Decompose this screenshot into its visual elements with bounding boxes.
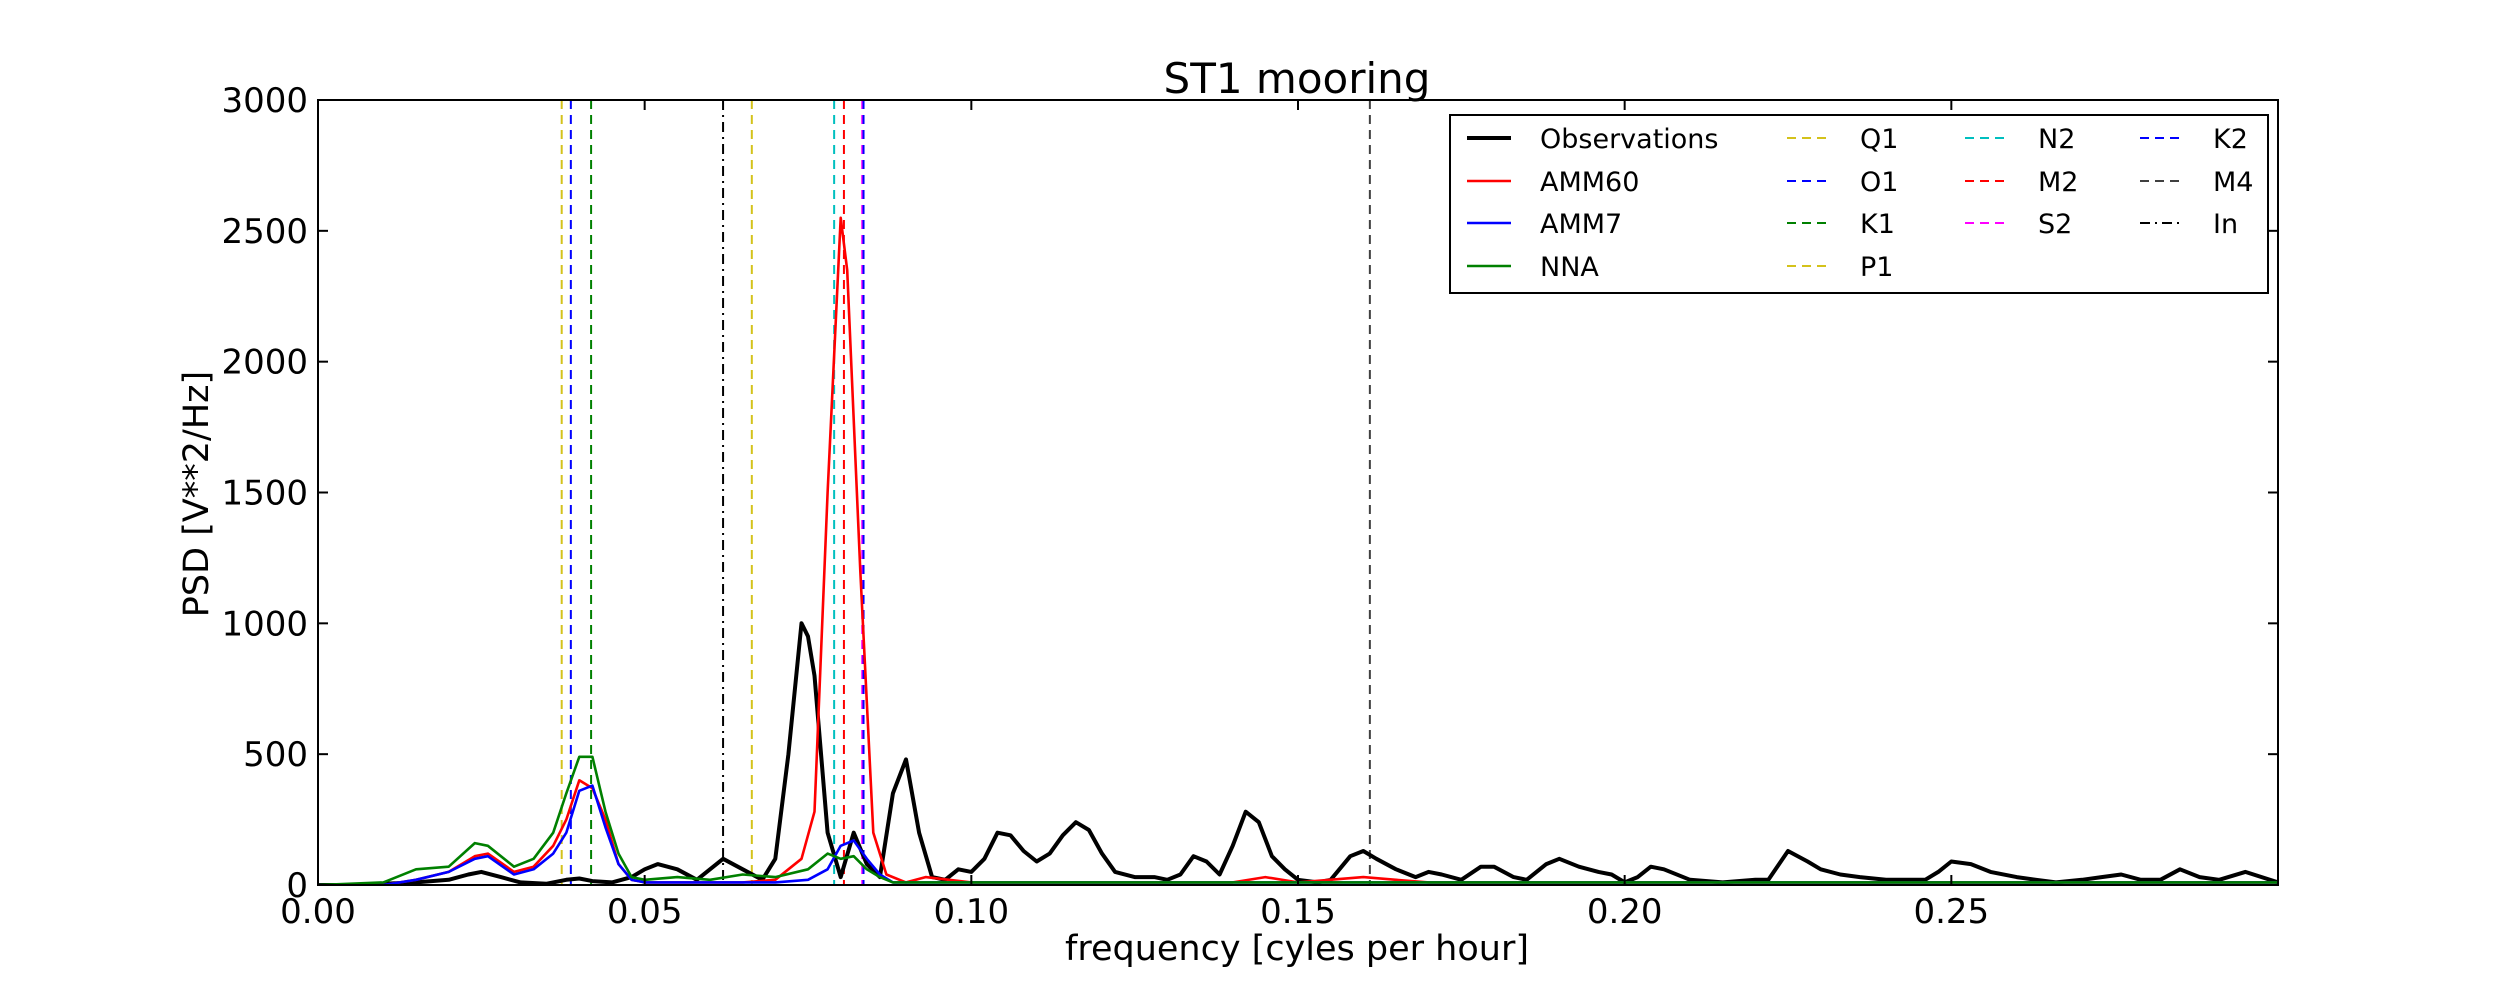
legend-label-nna: NNA <box>1540 252 1599 283</box>
series-line-nna <box>318 755 2278 885</box>
y-tick-label: 2000 <box>221 343 308 383</box>
y-tick-label: 500 <box>243 735 308 775</box>
legend-label-s2: S2 <box>2038 209 2072 240</box>
series-lines <box>318 216 2278 885</box>
axis-ticks: 0.00 0.05 0.10 0.15 0.20 0.25 0 500 1000 1500 2000… <box>221 81 2278 932</box>
series-line-amm60 <box>318 216 2278 885</box>
legend-label-o1: O1 <box>1860 167 1898 198</box>
x-tick-label: 0.00 <box>280 892 356 932</box>
y-tick-label: 1000 <box>221 604 308 644</box>
legend-box <box>1449 114 2269 294</box>
legend-label-amm60: AMM60 <box>1540 167 1639 198</box>
x-axis-label: frequency [cyles per hour] <box>1065 929 1529 969</box>
series-line-observations <box>318 621 2278 885</box>
legend-label-n2: N2 <box>2038 124 2075 155</box>
legend-label-k2: K2 <box>2213 124 2248 155</box>
y-tick-label: 2500 <box>221 212 308 252</box>
y-tick-label: 3000 <box>221 81 308 121</box>
y-tick-label: 0 <box>286 866 308 906</box>
reference-lines <box>560 100 1371 885</box>
legend-label-p1: P1 <box>1860 252 1893 283</box>
legend-label-in: In <box>2213 209 2238 240</box>
legend-label-observations: Observations <box>1540 124 1718 155</box>
y-axis-label: PSD [V**2/Hz] <box>177 371 217 617</box>
x-tick-label: 0.20 <box>1587 892 1663 932</box>
legend: Observations AMM60 AMM7 NNA Q1 O1 K1 P1 N2 M2 S2 K2… <box>1449 114 2269 294</box>
x-tick-label: 0.25 <box>1913 892 1989 932</box>
legend-label-m2: M2 <box>2038 167 2078 198</box>
y-tick-label: 1500 <box>221 474 308 514</box>
legend-label-amm7: AMM7 <box>1540 209 1622 240</box>
x-tick-label: 0.15 <box>1260 892 1336 932</box>
x-tick-label: 0.10 <box>933 892 1009 932</box>
x-tick-label: 0.05 <box>607 892 683 932</box>
legend-label-q1: Q1 <box>1860 124 1898 155</box>
legend-label-m4: M4 <box>2213 167 2253 198</box>
legend-label-k1: K1 <box>1860 209 1895 240</box>
chart-title: ST1 mooring <box>1164 54 1431 103</box>
